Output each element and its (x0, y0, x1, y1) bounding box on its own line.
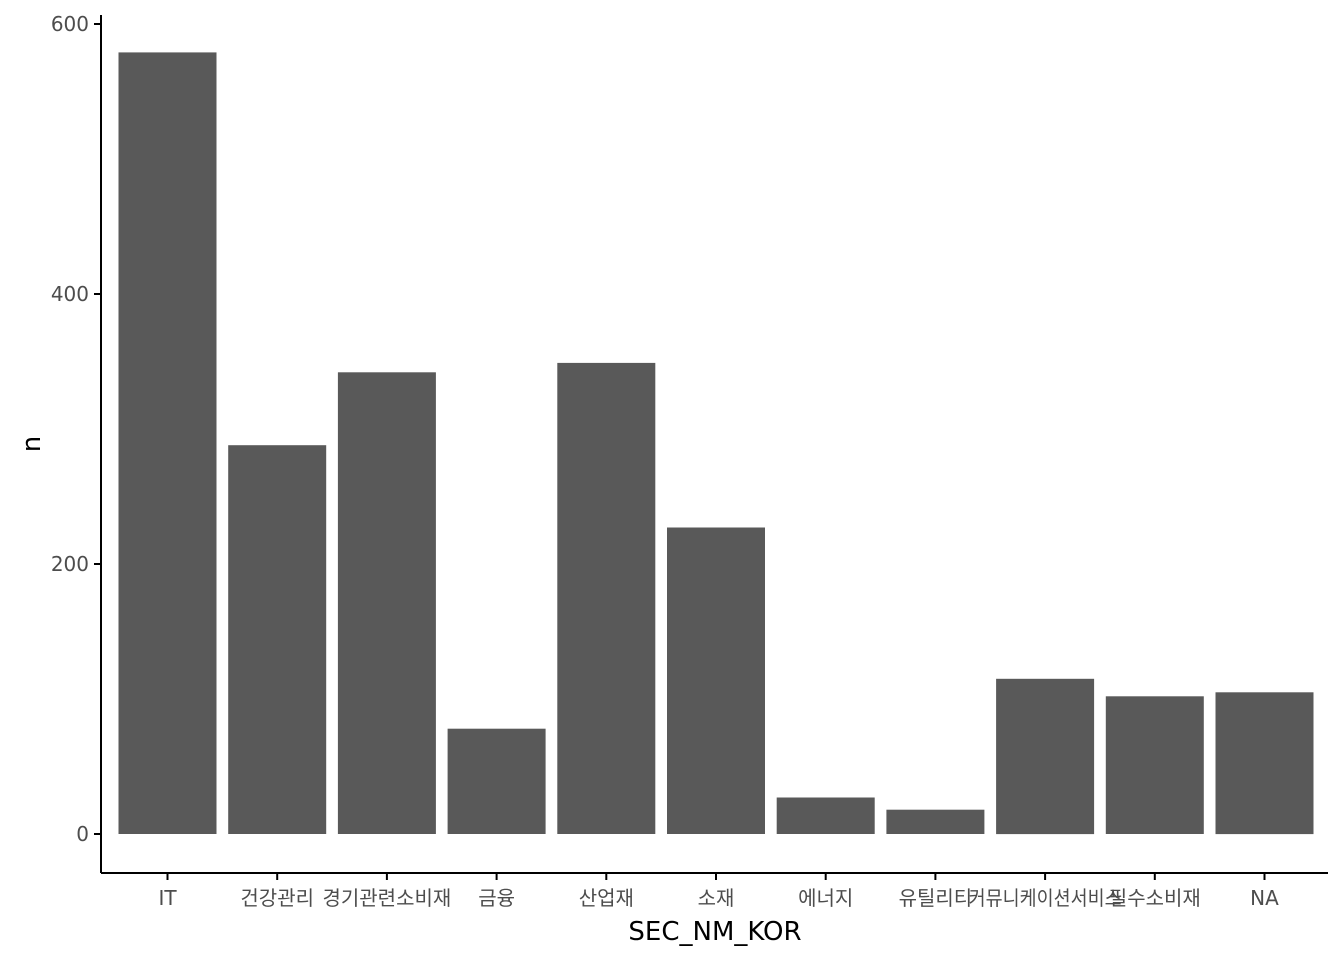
x-tick-label-0: IT (158, 886, 177, 910)
x-axis-title: SEC_NM_KOR (628, 917, 801, 947)
x-tick-label-4: 산업재 (579, 886, 634, 910)
x-tick-label-2: 경기관련소비재 (322, 886, 451, 910)
bar-6 (776, 797, 875, 834)
x-tick-label-5: 소재 (698, 886, 735, 910)
bar-0 (118, 52, 217, 834)
bar-8 (996, 678, 1095, 835)
x-tick-label-3: 금융 (478, 886, 515, 910)
x-tick-label-6: 에너지 (798, 886, 853, 910)
y-tick-label-2: 400 (51, 282, 89, 306)
y-tick-label-3: 600 (51, 12, 89, 36)
x-tick-label-10: NA (1250, 886, 1279, 910)
x-tick-label-9: 필수소비재 (1109, 886, 1201, 910)
y-tick-label-1: 200 (51, 552, 89, 576)
x-tick-label-7: 유틸리티 (899, 886, 973, 910)
y-axis-title: n (17, 436, 47, 452)
bars-group (118, 52, 1314, 835)
bar-1 (228, 445, 327, 834)
bar-4 (557, 362, 656, 834)
x-ticks-group: IT 건강관리 경기관련소비재 금융 산업재 소재 에너지 유틸리티커뮤니케이션서비스필수소비… (158, 873, 1279, 910)
bar-2 (337, 372, 436, 834)
x-tick-label-1: 건강관리 (240, 886, 314, 910)
x-tick-label-8: 커뮤니케이션서비스 (969, 886, 1122, 910)
bar-9 (1105, 696, 1204, 834)
y-ticks-group: 0 200 400 600 (51, 12, 101, 846)
bar-5 (667, 527, 765, 834)
bar-10 (1215, 692, 1314, 835)
bar-3 (447, 728, 546, 834)
y-tick-label-0: 0 (76, 822, 89, 846)
bar-7 (886, 809, 985, 834)
